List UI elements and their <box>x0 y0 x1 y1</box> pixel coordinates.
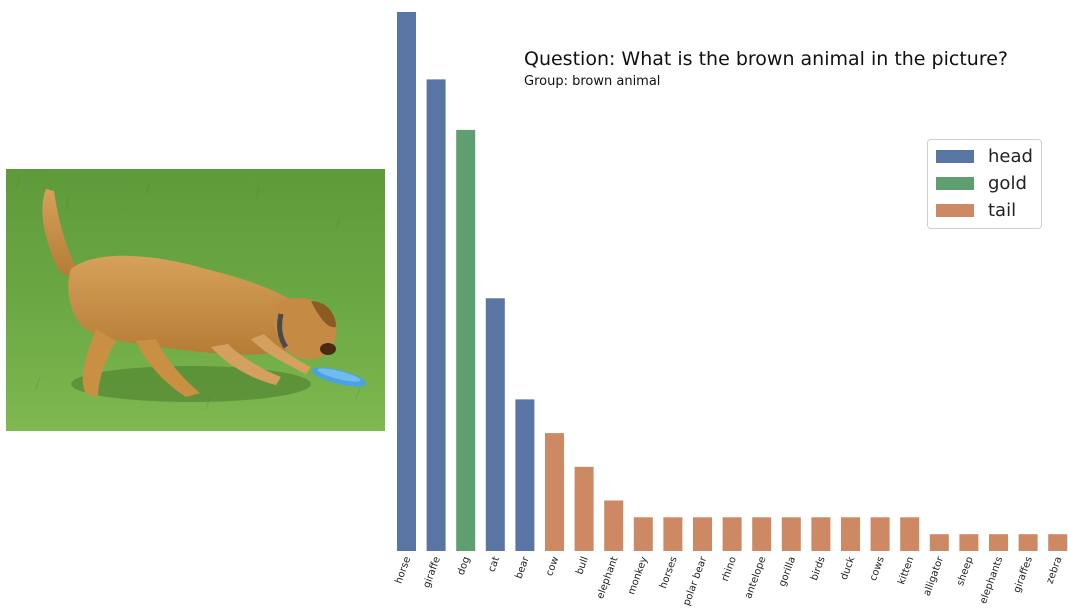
bars-group <box>397 12 1068 552</box>
chart-subtitle: Group: brown animal <box>524 74 661 89</box>
bar-rhino <box>722 517 742 551</box>
bar-birds <box>811 517 831 551</box>
bar-polar-bear <box>693 517 712 551</box>
dog-photo <box>6 169 385 431</box>
bar-bull <box>574 466 594 551</box>
legend-swatch-tail <box>936 203 974 217</box>
bar-alligator <box>929 534 949 551</box>
x-tick-label: bull <box>574 555 591 576</box>
x-tick-label: cow <box>544 555 561 577</box>
x-tick-label: duck <box>839 555 858 581</box>
x-tick-labels-group: horse giraffe dog cat bear cow bull elephant mon… <box>393 554 1064 607</box>
x-tick-label: rhino <box>720 555 739 583</box>
bar-horses <box>663 517 683 551</box>
legend-item-tail: tail <box>936 198 1016 222</box>
dog-photo-illustration <box>6 169 385 431</box>
x-tick-label: elephant <box>595 555 620 600</box>
bar-kitten <box>900 517 920 551</box>
x-tick-label: elephants <box>978 555 1005 605</box>
x-tick-label: gorilla <box>777 555 798 588</box>
legend-label-head: head <box>988 145 1033 167</box>
x-tick-label: polar bear <box>681 554 709 607</box>
bar-antelope <box>752 517 772 551</box>
bar-elephant <box>604 500 624 551</box>
bar-monkey <box>633 517 653 551</box>
legend: head gold tail <box>927 139 1042 229</box>
bar-giraffes <box>1018 534 1038 551</box>
bar-sheep <box>959 534 979 551</box>
x-tick-label: bear <box>514 554 532 580</box>
x-tick-label: giraffe <box>421 555 442 589</box>
bar-giraffe <box>426 79 446 552</box>
x-tick-label: sheep <box>955 555 976 587</box>
bar-dog <box>456 129 476 551</box>
x-tick-label: cat <box>486 555 502 573</box>
x-tick-label: dog <box>456 555 473 576</box>
bar-cat <box>485 298 505 551</box>
legend-swatch-head <box>936 149 974 163</box>
x-tick-label: giraffes <box>1012 555 1035 594</box>
bar-cow <box>545 433 564 551</box>
bar-duck <box>841 517 860 551</box>
bar-horse <box>397 12 416 551</box>
x-tick-label: cows <box>868 555 887 582</box>
x-tick-label: alligator <box>922 554 947 597</box>
x-tick-label: zebra <box>1045 555 1065 585</box>
x-tick-label: kitten <box>896 555 916 586</box>
bar-gorilla <box>781 517 801 551</box>
x-tick-label: horse <box>393 555 413 585</box>
legend-item-head: head <box>936 144 1033 168</box>
chart-title: Question: What is the brown animal in th… <box>524 48 1008 70</box>
legend-swatch-gold <box>936 176 974 190</box>
bar-cows <box>870 517 890 551</box>
bar-bear <box>515 399 535 551</box>
bar-elephants <box>989 534 1008 551</box>
x-tick-label: birds <box>809 555 828 582</box>
legend-label-gold: gold <box>988 172 1027 194</box>
bar-zebra <box>1048 534 1068 551</box>
x-tick-label: monkey <box>626 555 650 596</box>
x-tick-label: antelope <box>743 555 768 600</box>
x-tick-label: horses <box>658 555 680 590</box>
legend-label-tail: tail <box>988 199 1017 221</box>
legend-item-gold: gold <box>936 171 1027 195</box>
